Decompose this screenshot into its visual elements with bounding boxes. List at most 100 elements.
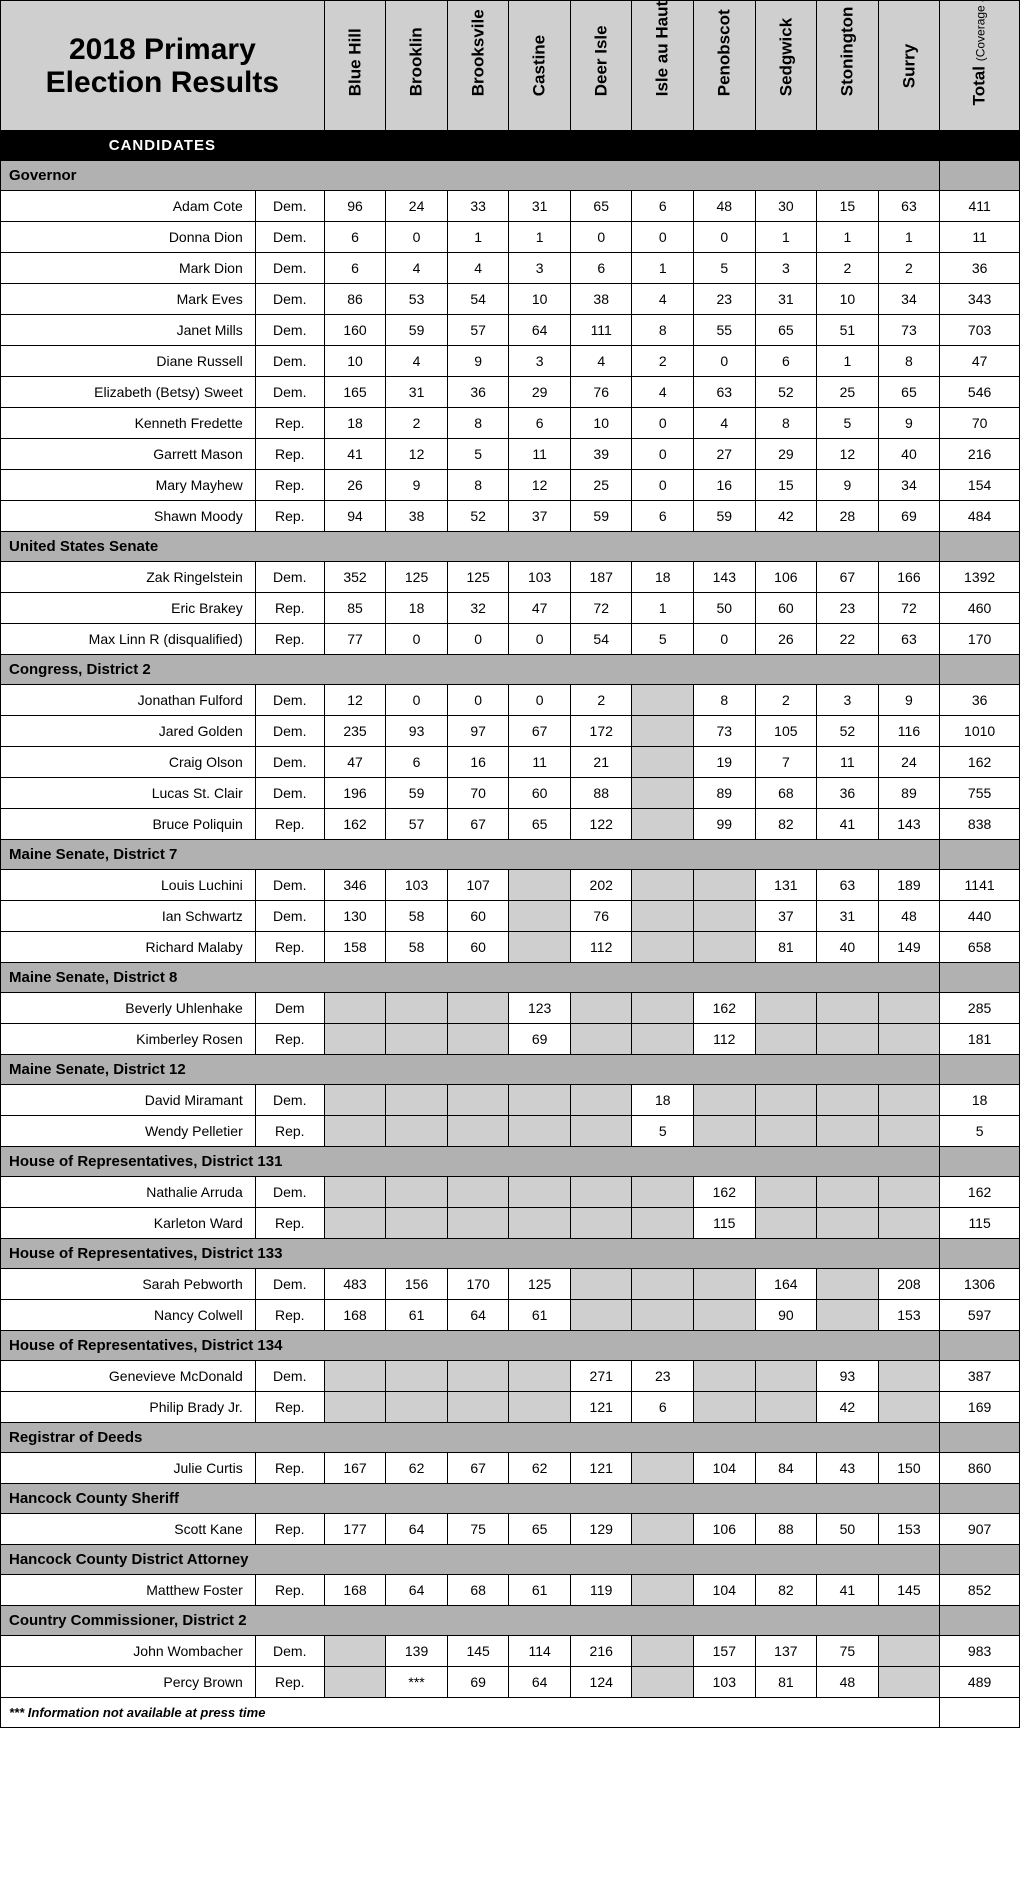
vote-cell: 81 bbox=[755, 1667, 817, 1698]
vote-cell: 2 bbox=[755, 685, 817, 716]
table-body: GovernorAdam CoteDem.9624333165648301563… bbox=[1, 161, 1020, 1728]
vote-cell: 125 bbox=[509, 1269, 571, 1300]
candidate-row: Janet MillsDem.160595764111855655173703 bbox=[1, 315, 1020, 346]
candidate-row: David MiramantDem.1818 bbox=[1, 1085, 1020, 1116]
candidate-name: Jared Golden bbox=[1, 716, 256, 747]
vote-cell: 8 bbox=[447, 470, 509, 501]
section-header: United States Senate bbox=[1, 532, 1020, 562]
vote-cell bbox=[632, 778, 694, 809]
candidate-party: Rep. bbox=[255, 1392, 324, 1423]
candidate-row: Shawn MoodyRep.9438523759659422869484 bbox=[1, 501, 1020, 532]
vote-cell bbox=[878, 1024, 940, 1055]
vote-cell: 67 bbox=[447, 1453, 509, 1484]
vote-cell: 41 bbox=[817, 809, 879, 840]
vote-cell bbox=[509, 1361, 571, 1392]
vote-cell: 106 bbox=[694, 1514, 756, 1545]
vote-cell: 50 bbox=[817, 1514, 879, 1545]
vote-cell: 69 bbox=[878, 501, 940, 532]
vote-cell: 47 bbox=[324, 747, 386, 778]
candidate-party: Rep. bbox=[255, 1667, 324, 1698]
candidate-name: Kimberley Rosen bbox=[1, 1024, 256, 1055]
vote-cell bbox=[817, 1085, 879, 1116]
vote-cell: 67 bbox=[817, 562, 879, 593]
total-cell: 70 bbox=[940, 408, 1020, 439]
total-cell: 181 bbox=[940, 1024, 1020, 1055]
vote-cell: 34 bbox=[878, 284, 940, 315]
candidate-party: Dem. bbox=[255, 346, 324, 377]
vote-cell: 61 bbox=[509, 1575, 571, 1606]
vote-cell: 129 bbox=[570, 1514, 632, 1545]
vote-cell: 64 bbox=[386, 1575, 448, 1606]
title-line-1: 2018 Primary bbox=[69, 33, 256, 66]
table-title: 2018 Primary Election Results bbox=[1, 1, 325, 131]
vote-cell bbox=[755, 1116, 817, 1147]
total-cell: 1141 bbox=[940, 870, 1020, 901]
vote-cell: 1 bbox=[632, 593, 694, 624]
vote-cell: 93 bbox=[386, 716, 448, 747]
vote-cell: 31 bbox=[755, 284, 817, 315]
vote-cell: 157 bbox=[694, 1636, 756, 1667]
vote-cell bbox=[632, 1024, 694, 1055]
candidate-party: Dem. bbox=[255, 222, 324, 253]
footnote-row: *** Information not available at press t… bbox=[1, 1698, 1020, 1728]
vote-cell bbox=[694, 870, 756, 901]
vote-cell: 60 bbox=[447, 932, 509, 963]
candidate-name: Janet Mills bbox=[1, 315, 256, 346]
vote-cell: 58 bbox=[386, 932, 448, 963]
section-name: United States Senate bbox=[1, 532, 940, 562]
vote-cell: 0 bbox=[632, 408, 694, 439]
vote-cell: 208 bbox=[878, 1269, 940, 1300]
vote-cell bbox=[817, 1300, 879, 1331]
candidate-party: Rep. bbox=[255, 1208, 324, 1239]
vote-cell: 64 bbox=[509, 1667, 571, 1698]
vote-cell: 54 bbox=[447, 284, 509, 315]
vote-cell bbox=[755, 1392, 817, 1423]
vote-cell: 61 bbox=[386, 1300, 448, 1331]
title-line-2: Election Results bbox=[46, 66, 279, 99]
vote-cell: 47 bbox=[509, 593, 571, 624]
total-cell: 907 bbox=[940, 1514, 1020, 1545]
vote-cell: 6 bbox=[324, 253, 386, 284]
vote-cell: 77 bbox=[324, 624, 386, 655]
vote-cell: 22 bbox=[817, 624, 879, 655]
candidate-party: Rep. bbox=[255, 1116, 324, 1147]
vote-cell bbox=[817, 1177, 879, 1208]
vote-cell bbox=[632, 716, 694, 747]
vote-cell: 64 bbox=[509, 315, 571, 346]
vote-cell bbox=[694, 1361, 756, 1392]
vote-cell bbox=[386, 1024, 448, 1055]
vote-cell bbox=[324, 1636, 386, 1667]
vote-cell: 153 bbox=[878, 1300, 940, 1331]
candidate-party: Dem. bbox=[255, 685, 324, 716]
vote-cell: 2 bbox=[817, 253, 879, 284]
vote-cell: 4 bbox=[570, 346, 632, 377]
vote-cell: 5 bbox=[694, 253, 756, 284]
vote-cell: 40 bbox=[878, 439, 940, 470]
vote-cell bbox=[570, 1208, 632, 1239]
candidate-name: Scott Kane bbox=[1, 1514, 256, 1545]
vote-cell: 125 bbox=[447, 562, 509, 593]
vote-cell: 216 bbox=[570, 1636, 632, 1667]
vote-cell: 196 bbox=[324, 778, 386, 809]
candidate-name: Louis Luchini bbox=[1, 870, 256, 901]
total-cell: 162 bbox=[940, 1177, 1020, 1208]
candidate-row: Mark DionDem.644361532236 bbox=[1, 253, 1020, 284]
vote-cell: 0 bbox=[632, 222, 694, 253]
vote-cell: 104 bbox=[694, 1453, 756, 1484]
candidate-name: Adam Cote bbox=[1, 191, 256, 222]
vote-cell: 96 bbox=[324, 191, 386, 222]
vote-cell bbox=[817, 1269, 879, 1300]
vote-cell: 65 bbox=[878, 377, 940, 408]
vote-cell: 168 bbox=[324, 1300, 386, 1331]
col-head: Surry bbox=[878, 1, 940, 131]
vote-cell bbox=[632, 1453, 694, 1484]
vote-cell: 189 bbox=[878, 870, 940, 901]
candidate-name: John Wombacher bbox=[1, 1636, 256, 1667]
candidate-row: Kimberley RosenRep.69112181 bbox=[1, 1024, 1020, 1055]
vote-cell: 6 bbox=[570, 253, 632, 284]
vote-cell: 50 bbox=[694, 593, 756, 624]
candidate-row: Adam CoteDem.9624333165648301563411 bbox=[1, 191, 1020, 222]
candidate-row: Percy BrownRep.***69641241038148489 bbox=[1, 1667, 1020, 1698]
vote-cell: 85 bbox=[324, 593, 386, 624]
candidates-label: CANDIDATES bbox=[1, 131, 325, 161]
